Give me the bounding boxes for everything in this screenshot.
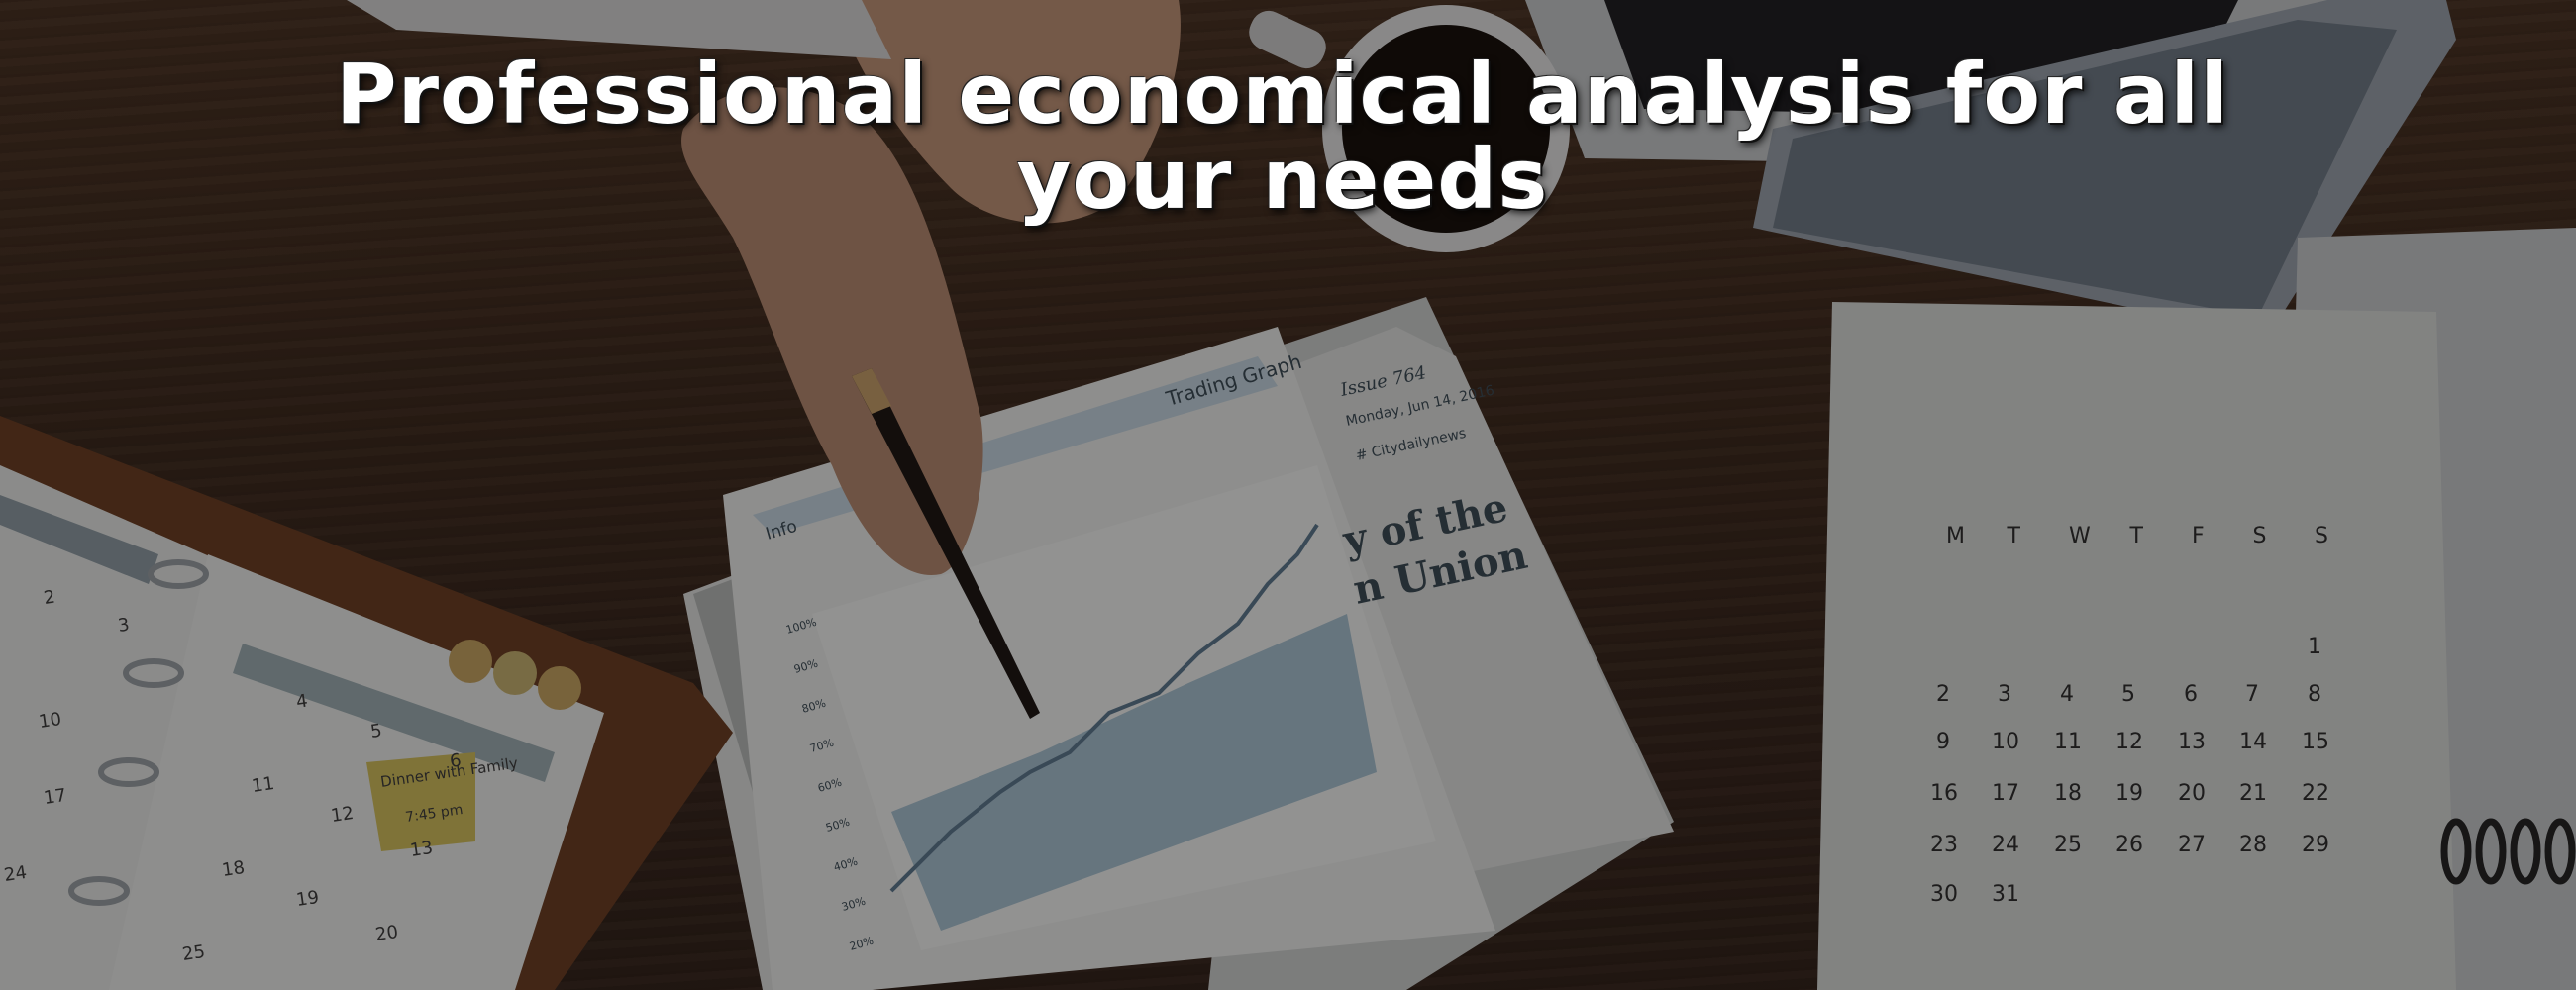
calendar-day: 4 bbox=[2060, 682, 2074, 707]
report-y-tick: 80% bbox=[800, 697, 827, 716]
calendar-day: 2 bbox=[1936, 682, 1950, 707]
calendar-day: 18 bbox=[2054, 781, 2082, 806]
calendar-day: 19 bbox=[2115, 781, 2143, 806]
calendar-day: 10 bbox=[1992, 730, 2019, 754]
planner-date: 5 bbox=[369, 721, 383, 742]
planner-date: 17 bbox=[43, 785, 68, 809]
calendar-day: 29 bbox=[2302, 833, 2329, 857]
hero-headline: Professional economical analysis for all… bbox=[336, 46, 2229, 228]
calendar-day: 21 bbox=[2239, 781, 2267, 806]
calendar-weekday: S bbox=[2315, 524, 2328, 548]
calendar-day: 28 bbox=[2239, 833, 2267, 857]
planner-binder bbox=[0, 416, 733, 990]
planner-dates-left: 2 3 10 17 24 25 bbox=[3, 587, 207, 965]
calendar-day: 7 bbox=[2245, 682, 2259, 707]
calendar-day: 9 bbox=[1936, 730, 1950, 754]
planner-date: 18 bbox=[221, 857, 247, 881]
hand-with-pen-image bbox=[347, 0, 1181, 719]
calendar-weekday: M bbox=[1946, 524, 1965, 548]
calendar-day: 27 bbox=[2178, 833, 2206, 857]
coffee-cup-image bbox=[1249, 5, 1570, 252]
calendar-day: 14 bbox=[2239, 730, 2267, 754]
calendar-day: 24 bbox=[1992, 833, 2019, 857]
report-y-axis: 100%90%80%70%60%50%40%30%20% bbox=[784, 616, 875, 953]
calendar-day: 31 bbox=[1992, 882, 2019, 907]
planner-date: 12 bbox=[330, 803, 356, 827]
calendar-weekday: S bbox=[2253, 524, 2267, 548]
report-y-tick: 50% bbox=[824, 816, 851, 835]
calendar-day: 30 bbox=[1930, 882, 1958, 907]
calendar-day: 25 bbox=[2054, 833, 2082, 857]
planner-dates-right: 4 5 6 11 12 13 18 19 20 bbox=[221, 691, 463, 945]
report-y-tick: 40% bbox=[832, 855, 859, 874]
report-y-tick: 60% bbox=[816, 776, 843, 795]
planner-date: 2 bbox=[43, 587, 56, 609]
planner-date: 6 bbox=[449, 750, 463, 772]
calendar-day: 12 bbox=[2115, 730, 2143, 754]
planner-date: 10 bbox=[38, 709, 63, 733]
calendar-day: 20 bbox=[2178, 781, 2206, 806]
calendar-weekday: W bbox=[2069, 524, 2091, 548]
planner-date: 24 bbox=[3, 862, 29, 886]
laptop-image bbox=[1525, 0, 2456, 337]
calendar-day: 1 bbox=[2308, 635, 2321, 659]
calendar-day: 11 bbox=[2054, 730, 2082, 754]
calendar-day: 26 bbox=[2115, 833, 2143, 857]
calendar-day: 22 bbox=[2302, 781, 2329, 806]
calendar-day: 5 bbox=[2121, 682, 2135, 707]
calendar-day: 8 bbox=[2308, 682, 2321, 707]
report-y-tick: 90% bbox=[792, 657, 819, 676]
planner-date: 25 bbox=[181, 941, 207, 965]
calendar-day: 15 bbox=[2302, 730, 2329, 754]
planner-date: 11 bbox=[251, 773, 276, 797]
calendar-weekday: T bbox=[2129, 524, 2144, 548]
planner-date: 3 bbox=[117, 615, 131, 637]
planner-date: 4 bbox=[295, 691, 309, 713]
calendar-weekday: F bbox=[2192, 524, 2205, 548]
calendar-notepad bbox=[1817, 228, 2576, 990]
calendar-day: 23 bbox=[1930, 833, 1958, 857]
calendar-weekday: T bbox=[2007, 524, 2021, 548]
planner-date: 20 bbox=[374, 922, 400, 945]
calendar-day: 13 bbox=[2178, 730, 2206, 754]
report-y-tick: 30% bbox=[840, 895, 867, 914]
calendar-day: 16 bbox=[1930, 781, 1958, 806]
calendar-day: 6 bbox=[2184, 682, 2198, 707]
report-y-tick: 70% bbox=[808, 737, 835, 755]
report-y-tick: 20% bbox=[848, 935, 875, 953]
calendar-day: 17 bbox=[1992, 781, 2019, 806]
calendar-day: 3 bbox=[1998, 682, 2011, 707]
planner-date: 13 bbox=[409, 838, 435, 861]
planner-date: 19 bbox=[295, 887, 321, 911]
